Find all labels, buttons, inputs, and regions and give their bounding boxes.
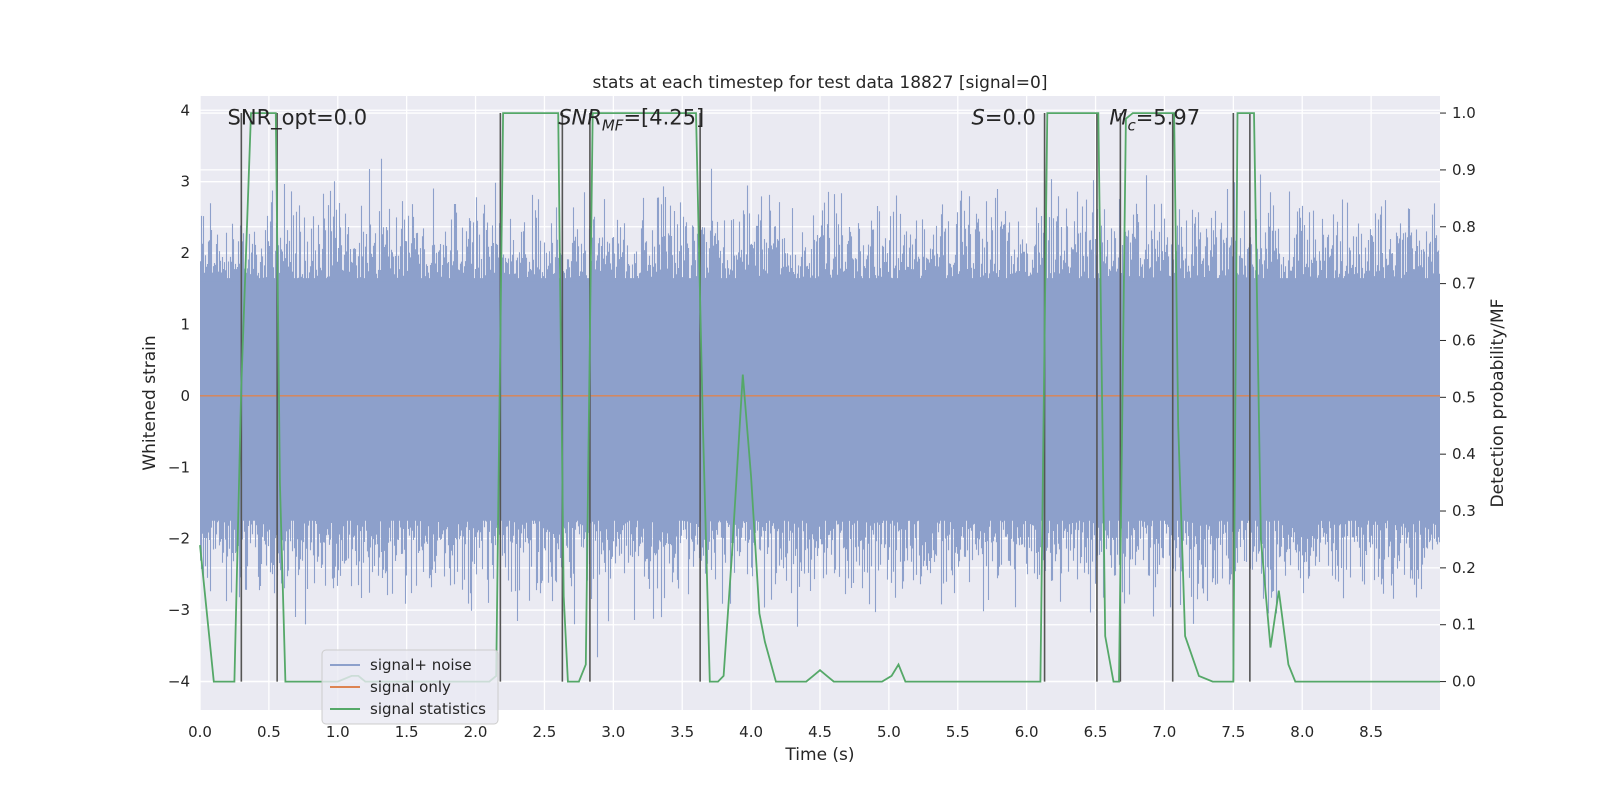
y-tick-label: −3 [168, 601, 190, 619]
x-tick-label: 7.5 [1221, 723, 1245, 741]
annotation-text: S=0.0 [972, 106, 1036, 130]
y2-tick-label: 0.7 [1452, 275, 1476, 293]
legend: signal+ noise signal only signal statist… [321, 649, 499, 725]
x-tick-label: 5.5 [946, 723, 970, 741]
x-tick-label: 5.0 [877, 723, 901, 741]
annotations: SNR_opt=0.0 SNRMF=[4.25] S=0.0 Mc=5.97 [228, 106, 1201, 135]
right-y-axis-ticks: 1.0 0.9 0.8 0.7 0.6 0.5 0.4 0.3 0.2 0.1 0.0 [1440, 104, 1476, 691]
y-tick-label: 2 [180, 244, 190, 262]
y2-tick-label: 0.5 [1452, 388, 1476, 406]
y2-tick-label: 0.9 [1452, 161, 1476, 179]
x-axis-ticks: 0.0 0.5 1.0 1.5 2.0 2.5 3.0 3.5 4.0 4.5 5.0 5.5 6.0 6… [188, 723, 1383, 741]
x-tick-label: 1.5 [395, 723, 419, 741]
legend-label-signal-noise: signal+ noise [370, 656, 472, 674]
x-tick-label: 6.0 [1015, 723, 1039, 741]
x-tick-label: 6.5 [1084, 723, 1108, 741]
noise-core-band [200, 281, 1440, 518]
x-tick-label: 4.0 [739, 723, 763, 741]
y2-tick-label: 1.0 [1452, 104, 1476, 122]
y2-tick-label: 0.0 [1452, 673, 1476, 691]
annotation-text: Mc=5.97 [1109, 106, 1200, 135]
y2-tick-label: 0.3 [1452, 502, 1476, 520]
y-tick-label: 3 [180, 173, 190, 191]
right-y-axis-label: Detection probability/MF [1488, 299, 1508, 508]
y-axis-label: Whitened strain [140, 335, 160, 470]
x-tick-label: 8.0 [1290, 723, 1314, 741]
x-tick-label: 7.0 [1153, 723, 1177, 741]
y2-tick-label: 0.8 [1452, 218, 1476, 236]
annotation-text: SNR_opt=0.0 [228, 106, 368, 131]
x-tick-label: 8.5 [1359, 723, 1383, 741]
y-tick-label: −1 [168, 458, 190, 476]
y-tick-label: 1 [180, 315, 190, 333]
legend-label-signal-only: signal only [370, 678, 451, 696]
chart-title: stats at each timestep for test data 188… [593, 73, 1048, 93]
y-tick-label: 0 [180, 387, 190, 405]
annotation-text: SNRMF=[4.25] [558, 106, 704, 135]
y-tick-label: −2 [168, 530, 190, 548]
y2-tick-label: 0.6 [1452, 331, 1476, 349]
x-tick-label: 3.5 [670, 723, 694, 741]
left-y-axis-ticks: 4 3 2 1 0 −1 −2 −3 −4 [168, 101, 190, 690]
x-tick-label: 4.5 [808, 723, 832, 741]
y2-tick-label: 0.4 [1452, 445, 1476, 463]
y2-tick-label: 0.2 [1452, 559, 1476, 577]
x-tick-label: 0.0 [188, 723, 212, 741]
x-axis-label: Time (s) [784, 745, 854, 765]
x-tick-label: 0.5 [257, 723, 281, 741]
x-tick-label: 2.0 [464, 723, 488, 741]
y-tick-label: 4 [180, 101, 190, 119]
y-tick-label: −4 [168, 672, 190, 690]
legend-label-signal-statistics: signal statistics [370, 700, 486, 718]
y2-tick-label: 0.1 [1452, 616, 1476, 634]
x-tick-label: 3.0 [601, 723, 625, 741]
legend-box [321, 649, 499, 725]
x-tick-label: 1.0 [326, 723, 350, 741]
x-tick-label: 2.5 [533, 723, 557, 741]
